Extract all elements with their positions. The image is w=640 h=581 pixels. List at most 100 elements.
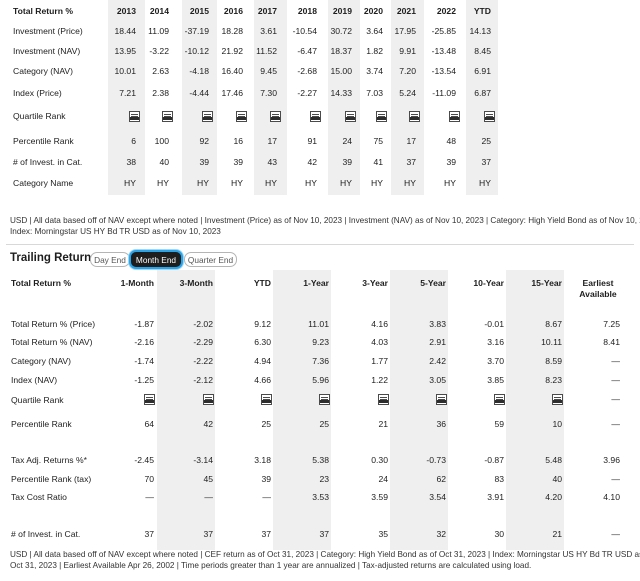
value-cell: 8.41 bbox=[603, 337, 620, 347]
value-cell: 7.03 bbox=[366, 88, 383, 98]
value-cell: 21.92 bbox=[221, 46, 243, 56]
value-cell: 48 bbox=[446, 136, 456, 146]
value-cell: — bbox=[611, 529, 620, 539]
tab-day-end[interactable]: Day End bbox=[90, 252, 130, 267]
value-cell: -0.87 bbox=[484, 455, 504, 465]
quartile-cell bbox=[366, 110, 396, 122]
value-cell: 1.82 bbox=[366, 46, 383, 56]
value-cell: 30 bbox=[494, 529, 504, 539]
quartile-icon bbox=[483, 110, 495, 122]
value-cell: 30.72 bbox=[330, 26, 352, 36]
total-return-header: Total Return % bbox=[13, 6, 73, 16]
value-cell: 4.03 bbox=[371, 337, 388, 347]
value-cell: -1.74 bbox=[134, 356, 154, 366]
value-cell: 7.36 bbox=[312, 356, 329, 366]
value-cell: 24 bbox=[342, 136, 352, 146]
value-cell: HY bbox=[340, 178, 352, 188]
value-cell: 39 bbox=[233, 157, 243, 167]
row-label: Category (NAV) bbox=[13, 66, 74, 76]
trailing-note-line1: USD | All data based off of NAV except w… bbox=[10, 550, 640, 559]
quartile-icon bbox=[448, 110, 460, 122]
value-cell: — bbox=[611, 474, 620, 484]
value-cell: 18.44 bbox=[114, 26, 136, 36]
value-cell: 1.22 bbox=[371, 375, 388, 385]
value-cell: 3.16 bbox=[487, 337, 504, 347]
quartile-cell bbox=[119, 110, 149, 122]
value-cell: 75 bbox=[373, 136, 383, 146]
value-cell: 5.24 bbox=[399, 88, 416, 98]
value-cell: 8.45 bbox=[474, 46, 491, 56]
total-return-header: Total Return % bbox=[11, 278, 71, 288]
year-header: 2016 bbox=[223, 6, 243, 16]
value-cell: 17 bbox=[267, 136, 277, 146]
value-cell: 13.95 bbox=[114, 46, 136, 56]
value-cell: -3.14 bbox=[193, 455, 213, 465]
value-cell: 18.37 bbox=[330, 46, 352, 56]
value-cell: 3.96 bbox=[603, 455, 620, 465]
value-cell: 43 bbox=[267, 157, 277, 167]
value-cell: 3.61 bbox=[260, 26, 277, 36]
value-cell: 17.46 bbox=[221, 88, 243, 98]
row-label: # of Invest. in Cat. bbox=[11, 529, 81, 539]
quartile-icon bbox=[552, 394, 563, 406]
value-cell: 3.59 bbox=[371, 492, 388, 502]
quartile-icon bbox=[161, 110, 173, 122]
value-cell: 17 bbox=[406, 136, 416, 146]
annual-row: Investment (NAV) 13.95 -3.22 -10.12 21.92 11.… bbox=[6, 41, 504, 61]
quartile-cell bbox=[377, 394, 389, 406]
value-cell: 8.67 bbox=[545, 319, 562, 329]
value-cell: 8.59 bbox=[545, 356, 562, 366]
value-cell: 6.30 bbox=[254, 337, 271, 347]
value-cell: -13.48 bbox=[431, 46, 456, 56]
value-cell: 100 bbox=[154, 136, 169, 146]
value-cell: — bbox=[145, 492, 154, 502]
value-cell: 2.38 bbox=[152, 88, 169, 98]
row-label: Category Name bbox=[13, 178, 74, 188]
year-header: 2021 bbox=[396, 6, 416, 16]
value-cell: 2.91 bbox=[429, 337, 446, 347]
value-cell: 3.74 bbox=[366, 66, 383, 76]
column-shade bbox=[390, 270, 448, 550]
value-cell: 23 bbox=[319, 474, 329, 484]
tab-quarter-end[interactable]: Quarter End bbox=[184, 252, 237, 267]
period-header: 5-Year bbox=[420, 278, 446, 288]
row-label: Tax Adj. Returns %* bbox=[11, 455, 87, 465]
quartile-cell bbox=[143, 394, 155, 406]
quartile-cell bbox=[435, 394, 447, 406]
annual-row: Quartile Rank bbox=[6, 106, 504, 126]
tab-month-end[interactable]: Month End bbox=[129, 250, 183, 269]
value-cell: 37 bbox=[319, 529, 329, 539]
value-cell: 3.18 bbox=[254, 455, 271, 465]
value-cell: 4.94 bbox=[254, 356, 271, 366]
value-cell: 39 bbox=[261, 474, 271, 484]
value-cell: 5.48 bbox=[545, 455, 562, 465]
annual-row: Category (NAV) 10.01 2.63 -4.18 16.40 9.45 -2.… bbox=[6, 61, 504, 81]
value-cell: — bbox=[611, 419, 620, 429]
column-shade bbox=[328, 0, 360, 195]
annual-row: # of Invest. in Cat. 38 40 39 39 43 42 39 41 37 39… bbox=[6, 152, 504, 172]
value-cell: 83 bbox=[494, 474, 504, 484]
annual-row: Percentile Rank 6 100 92 16 17 91 24 75 17 48 25 bbox=[6, 131, 504, 151]
annual-returns-table: Total Return % 2013 2014 2015 2016 2017 2018 20… bbox=[6, 0, 504, 195]
value-cell: 91 bbox=[307, 136, 317, 146]
column-shade bbox=[108, 0, 145, 195]
value-cell: 7.25 bbox=[603, 319, 620, 329]
value-cell: 7.21 bbox=[119, 88, 136, 98]
quartile-cell bbox=[399, 110, 429, 122]
value-cell: 5.38 bbox=[312, 455, 329, 465]
value-cell: 92 bbox=[199, 136, 209, 146]
quartile-cell bbox=[260, 110, 290, 122]
value-cell: -4.18 bbox=[189, 66, 209, 76]
period-header: 1-Year bbox=[303, 278, 329, 288]
row-label: Percentile Rank bbox=[13, 136, 74, 146]
value-cell: 3.83 bbox=[429, 319, 446, 329]
year-header: 2013 bbox=[116, 6, 136, 16]
value-cell: — bbox=[611, 356, 620, 366]
annual-note-line2: Index: Morningstar US HY Bd TR USD as of… bbox=[10, 227, 221, 236]
value-cell: -2.29 bbox=[193, 337, 213, 347]
year-header: 2018 bbox=[297, 6, 317, 16]
value-cell: -2.45 bbox=[134, 455, 154, 465]
value-cell: 3.85 bbox=[487, 375, 504, 385]
value-cell: 24 bbox=[378, 474, 388, 484]
trailing-note-line2: Oct 31, 2023 | Earliest Available Apr 26… bbox=[10, 561, 532, 570]
